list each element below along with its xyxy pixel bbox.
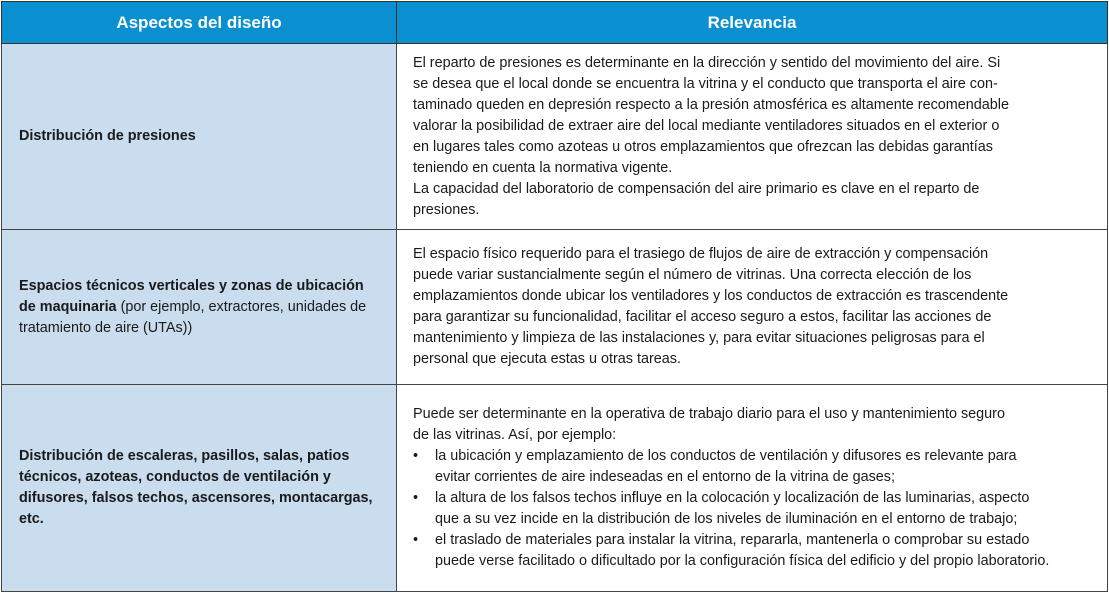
text-line: mantenimiento y limpieza de las instalac… — [413, 330, 985, 346]
aspect-cell: Espacios técnicos verticales y zonas de … — [1, 229, 397, 385]
relevance-cell: Puede ser determinante en la operativa d… — [396, 384, 1108, 592]
bullet-item: • la ubicación y emplazamiento de los con… — [413, 446, 1099, 488]
bullet-icon: • — [413, 490, 419, 506]
bullet-text: la ubicación y emplazamiento de los cond… — [435, 446, 1017, 488]
text-line: se desea que el local donde se encuentra… — [413, 75, 998, 92]
aspect-cell: Distribución de presiones — [1, 43, 397, 230]
text-line: para garantizar su funcionalidad, facili… — [413, 309, 992, 325]
text-line: evitar corrientes de aire indeseadas en … — [435, 469, 895, 485]
text-line: que a su vez incide en la distribución d… — [435, 511, 1018, 527]
text-line: en lugares tales como azoteas u otros em… — [413, 138, 993, 155]
text-line: la ubicación y emplazamiento de los cond… — [435, 448, 1017, 464]
intro-text: Puede ser determinante en la operativa d… — [413, 404, 1099, 446]
table-row: Distribución de escaleras, pasillos, sal… — [1, 384, 1108, 592]
bullet-text: el traslado de materiales para instalar … — [435, 530, 1049, 572]
relevance-cell: El reparto de presiones es determinante … — [396, 43, 1108, 230]
text-line: Puede ser determinante en la operativa d… — [413, 406, 1005, 422]
text-line: teniendo en cuenta la normativa vigente. — [413, 159, 673, 176]
aspect-bold: Espacios técnicos verticales y zonas de … — [19, 277, 364, 315]
text-line: valorar la posibilidad de extraer aire d… — [413, 117, 1000, 134]
table-row: Espacios técnicos verticales y zonas de … — [1, 229, 1108, 385]
text-line: emplazamientos donde ubicar los ventilad… — [413, 288, 1009, 304]
text-line: la altura de los falsos techos influye e… — [435, 490, 1030, 506]
bullet-icon: • — [413, 448, 419, 464]
header-relevance: Relevancia — [396, 1, 1108, 44]
aspect-cell: Distribución de escaleras, pasillos, sal… — [1, 384, 397, 592]
text-line: puede verse facilitado o dificultado por… — [435, 553, 1050, 569]
text-line: el traslado de materiales para instalar … — [435, 532, 1030, 548]
text-line: puede variar sustancialmente según el nú… — [413, 267, 972, 283]
aspect-note: (por ejemplo, extractores, unidades de t… — [19, 298, 367, 336]
relevance-cell: El espacio físico requerido para el tras… — [396, 229, 1108, 385]
text-line: taminado queden en depresión respecto a … — [413, 96, 1009, 113]
text-line: El espacio físico requerido para el tras… — [413, 246, 989, 262]
bullet-item: • la altura de los falsos techos influye … — [413, 488, 1099, 530]
text-line: personal que ejecuta estas u otras tarea… — [413, 351, 681, 367]
text-line: presiones. — [413, 201, 480, 218]
bullet-icon: • — [413, 532, 419, 548]
header-row: Aspectos del diseño Relevancia — [1, 1, 1108, 44]
text-line: de las vitrinas. Así, por ejemplo: — [413, 427, 617, 443]
text-line: El reparto de presiones es determinante … — [413, 54, 1001, 71]
bullet-list: • la ubicación y emplazamiento de los con… — [413, 446, 1099, 572]
header-aspects: Aspectos del diseño — [1, 1, 397, 44]
text-line: La capacidad del laboratorio de compensa… — [413, 180, 980, 197]
bullet-text: la altura de los falsos techos influye e… — [435, 488, 1029, 530]
table-row: Distribución de presiones El reparto de … — [1, 43, 1108, 230]
bullet-item: • el traslado de materiales para instalar… — [413, 530, 1099, 572]
